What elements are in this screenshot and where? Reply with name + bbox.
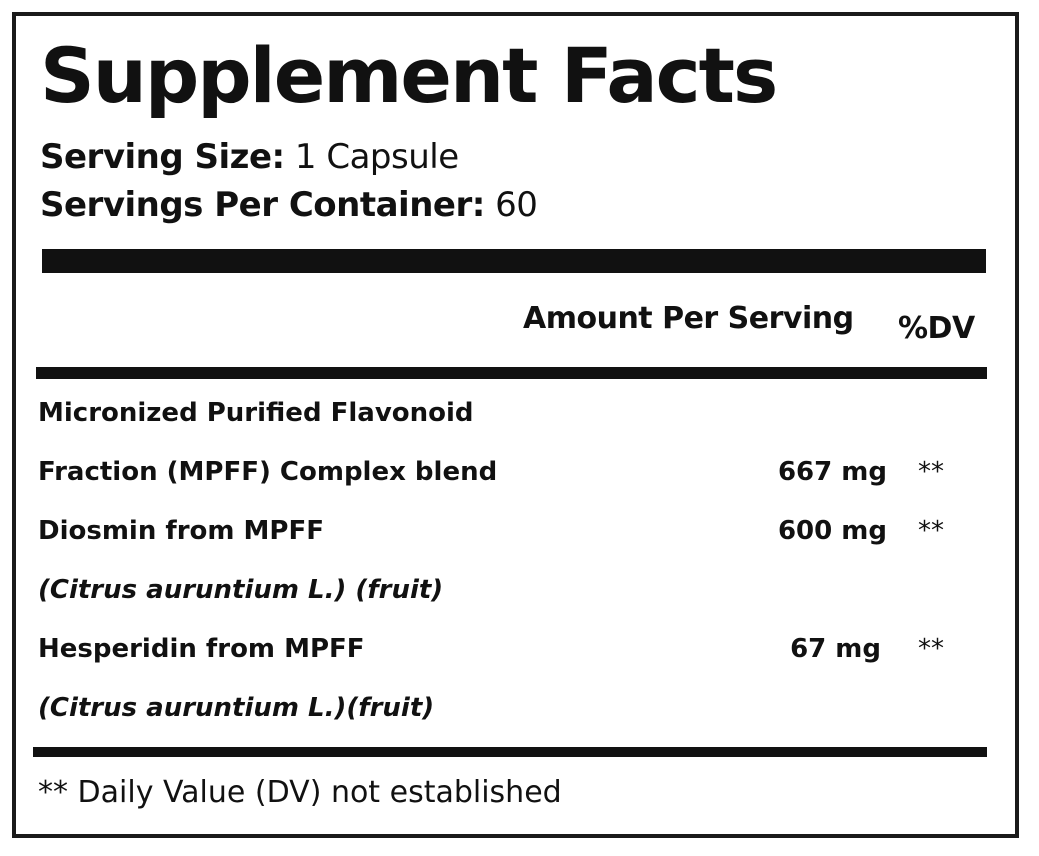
bottom-divider <box>33 747 987 757</box>
ingredient-amount: 667 mg <box>777 457 887 487</box>
thick-divider <box>42 249 986 273</box>
serving-size-label: Serving Size: <box>40 137 285 177</box>
ingredient-source: (Citrus auruntium L.)(fruit) <box>38 693 435 723</box>
serving-size-value: 1 Capsule <box>294 137 459 177</box>
label-frame <box>12 12 1019 838</box>
servings-per-container: Servings Per Container: 60 <box>40 185 538 225</box>
ingredient-dv: ** <box>918 516 944 546</box>
label-title: Supplement Facts <box>40 31 778 120</box>
footnote: ** Daily Value (DV) not established <box>38 775 562 810</box>
ingredient-dv: ** <box>918 634 944 664</box>
ingredient-amount: 600 mg <box>777 516 887 546</box>
serving-size: Serving Size: 1 Capsule <box>40 140 459 174</box>
header-divider <box>36 367 987 379</box>
servings-per-container-value: 60 <box>495 185 538 225</box>
ingredient-amount: 67 mg <box>790 634 881 664</box>
servings-per-container-label: Servings Per Container: <box>40 185 485 225</box>
ingredient-dv: ** <box>918 457 944 487</box>
dv-header: %DV <box>898 311 975 346</box>
ingredient-name: Hesperidin from MPFF <box>38 634 365 664</box>
ingredient-name: Diosmin from MPFF <box>38 516 324 546</box>
ingredient-name: Micronized Purified Flavonoid <box>38 398 474 428</box>
ingredient-name: Fraction (MPFF) Complex blend <box>38 457 498 487</box>
ingredient-source: (Citrus auruntium L.) (fruit) <box>38 575 444 605</box>
amount-per-serving-header: Amount Per Serving <box>523 301 854 336</box>
